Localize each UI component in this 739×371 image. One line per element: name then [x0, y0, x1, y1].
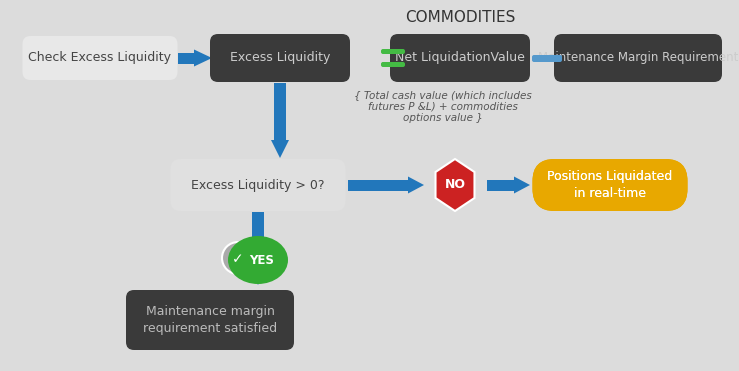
Text: { Total cash value (which includes
futures P &L) + commodities
options value }: { Total cash value (which includes futur…	[354, 90, 532, 123]
FancyBboxPatch shape	[533, 159, 687, 211]
Text: Maintenance margin
requirement satisfied: Maintenance margin requirement satisfied	[143, 305, 277, 335]
Polygon shape	[194, 49, 212, 66]
Ellipse shape	[222, 242, 254, 274]
Text: ✓: ✓	[232, 252, 244, 266]
Polygon shape	[274, 83, 286, 140]
FancyBboxPatch shape	[390, 34, 530, 82]
Polygon shape	[252, 212, 264, 267]
Text: Net LiquidationValue: Net LiquidationValue	[395, 52, 525, 65]
FancyBboxPatch shape	[532, 55, 562, 62]
Text: Maintenance Margin Requirement: Maintenance Margin Requirement	[538, 52, 738, 65]
FancyBboxPatch shape	[210, 34, 350, 82]
Polygon shape	[435, 159, 474, 211]
Polygon shape	[271, 140, 289, 158]
Text: Excess Liquidity: Excess Liquidity	[230, 52, 330, 65]
Polygon shape	[249, 267, 267, 285]
Polygon shape	[514, 177, 530, 194]
FancyBboxPatch shape	[381, 62, 405, 67]
FancyBboxPatch shape	[381, 49, 405, 54]
Text: COMMODITIES: COMMODITIES	[405, 10, 515, 25]
Text: Positions Liquidated
in real-time: Positions Liquidated in real-time	[548, 170, 672, 200]
Polygon shape	[348, 180, 408, 190]
Text: YES: YES	[250, 253, 274, 266]
FancyBboxPatch shape	[533, 159, 687, 211]
Text: Check Excess Liquidity: Check Excess Liquidity	[29, 52, 171, 65]
Text: Positions Liquidated
in real-time: Positions Liquidated in real-time	[548, 170, 672, 200]
FancyBboxPatch shape	[554, 34, 722, 82]
Text: Excess Liquidity > 0?: Excess Liquidity > 0?	[191, 178, 324, 191]
FancyBboxPatch shape	[22, 36, 177, 80]
Polygon shape	[178, 53, 194, 63]
FancyBboxPatch shape	[171, 159, 346, 211]
FancyBboxPatch shape	[126, 290, 294, 350]
Polygon shape	[487, 180, 514, 190]
Text: NO: NO	[444, 178, 466, 191]
Polygon shape	[408, 177, 424, 194]
Ellipse shape	[228, 236, 288, 284]
